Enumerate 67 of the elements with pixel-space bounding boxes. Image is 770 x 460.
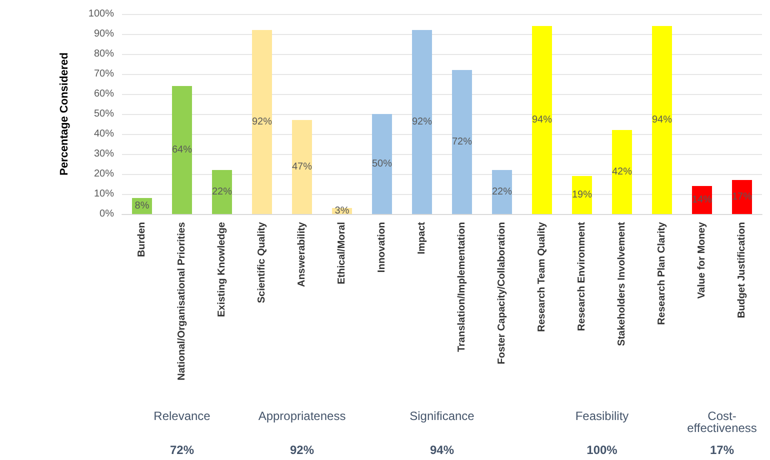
text: 94%: [430, 443, 454, 457]
data-label: 42%: [612, 166, 632, 178]
x-tick-label: Existing Knowledge: [216, 222, 228, 318]
y-tick-label: 90%: [94, 28, 114, 40]
y-tick-label: 60%: [94, 88, 114, 100]
data-label: 17%: [732, 192, 752, 202]
data-label: 19%: [572, 190, 592, 200]
data-label: 94%: [652, 114, 672, 126]
text: Cost- effectiveness: [687, 409, 757, 435]
bar: [732, 180, 752, 214]
text: 92%: [290, 443, 314, 457]
x-tick-label: Ethical/Moral: [336, 222, 348, 284]
x-tick-label: Foster Capacity/Collaboration: [496, 222, 508, 364]
x-tick-label: Answerability: [296, 222, 308, 288]
text: 100%: [586, 443, 618, 457]
x-tick-label: Budget Justification: [736, 222, 748, 318]
x-tick-label: Value for Money: [696, 222, 708, 299]
y-tick-label: 50%: [94, 108, 114, 120]
data-label: 22%: [492, 186, 512, 198]
x-tick-label: Research Environment: [576, 221, 588, 331]
x-tick-label: Impact: [416, 221, 428, 254]
data-label: 64%: [172, 144, 192, 156]
y-tick-label: 10%: [94, 188, 114, 200]
bar: [652, 26, 672, 214]
data-label: 50%: [372, 158, 392, 170]
data-label: 72%: [452, 136, 472, 148]
x-tick-label: Translation/Implementation: [456, 222, 468, 352]
data-label: 92%: [412, 116, 432, 128]
data-label: 47%: [292, 162, 312, 172]
data-label: 22%: [212, 186, 232, 198]
text: 72%: [170, 443, 194, 457]
data-label: 3%: [334, 206, 350, 216]
data-label: 14%: [692, 194, 712, 206]
text: Appropriateness: [258, 409, 346, 423]
bar: [612, 130, 632, 214]
x-tick-label: Burden: [136, 222, 148, 257]
bar: [172, 86, 192, 214]
bar: [492, 170, 512, 214]
bar: [412, 30, 432, 214]
data-label: 92%: [252, 116, 272, 128]
x-tick-label: Scientific Quality: [256, 222, 268, 304]
text: Significance: [410, 409, 475, 423]
bar: [292, 120, 312, 214]
y-tick-label: 80%: [94, 48, 114, 60]
y-tick-label: 30%: [94, 148, 114, 160]
text: 17%: [710, 443, 734, 457]
y-tick-label: 20%: [94, 168, 114, 180]
bar: [532, 26, 552, 214]
x-tick-label: Stakeholders Involvement: [616, 221, 628, 346]
x-tick-label: Innovation: [376, 222, 388, 273]
bar: [572, 176, 592, 214]
text: Feasibility: [575, 409, 629, 423]
y-tick-label: 70%: [94, 68, 114, 80]
y-axis-title: Percentage Considered: [58, 52, 70, 176]
text: Relevance: [154, 409, 211, 423]
bar: [252, 30, 272, 214]
data-label: 8%: [134, 200, 150, 212]
x-tick-label: Research Team Quality: [536, 222, 548, 332]
x-tick-label: Research Plan Clarity: [656, 222, 668, 325]
bar: [372, 114, 392, 214]
data-label: 94%: [532, 114, 552, 126]
bar: [452, 70, 472, 214]
y-tick-label: 100%: [88, 8, 114, 20]
y-tick-label: 40%: [94, 128, 114, 140]
y-tick-label: 0%: [100, 208, 114, 220]
bar: [212, 170, 232, 214]
x-tick-label: National/Organisational Priorities: [176, 222, 188, 380]
